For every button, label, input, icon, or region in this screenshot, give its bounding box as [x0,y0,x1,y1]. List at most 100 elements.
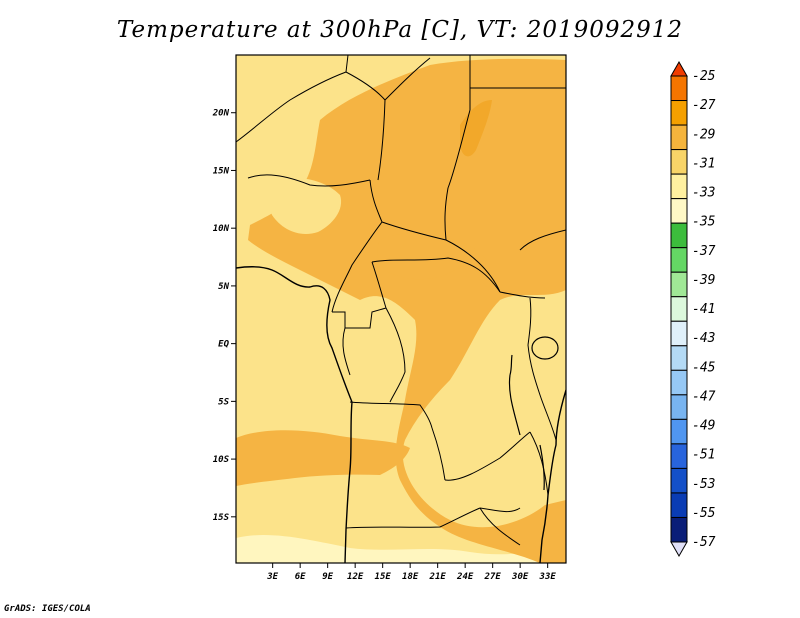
border-uganda-kenya [527,297,532,346]
legend-level-label: -29 [692,127,715,142]
legend-color-box [670,173,688,200]
lon-tick-label: 9E [322,572,333,582]
border-sahara-2 [345,71,386,101]
lat-tick-label: 10N [213,224,230,234]
legend-top-arrow [670,60,688,77]
border-tanzania [527,344,557,441]
lat-tick-label: 5S [218,397,229,407]
border-angola-namibia [345,507,481,529]
border-sahara-3 [384,57,431,101]
border-car-drc [371,257,501,293]
legend-color-box [670,222,688,249]
legend-level-label: -53 [692,477,715,492]
legend-color-box [670,418,688,445]
border-gabon [342,327,351,376]
legend-colorbar: -25 -27 -29 -31 -33 -35 -37 -39 -41 -43 -45 -47 -49 -… [670,60,716,558]
border-drc-west [385,307,406,403]
longitude-axis: 3E 6E 9E 12E 15E 18E 21E 24E 27E 30E 33E [266,563,556,582]
legend-level-label: -43 [692,331,715,346]
map-field [236,55,566,563]
warm-patch-east [460,100,492,157]
legend-level-label: -27 [692,98,716,113]
lat-tick-label: 5N [218,282,229,292]
lake-kivu [509,354,513,376]
lon-tick-label: 3E [266,572,278,582]
coastline [236,265,566,563]
lat-tick-label: EQ [218,340,229,350]
legend-color-box [670,345,688,371]
cold-band-south [236,535,566,563]
lake-tanganyika [508,374,521,436]
legend-level-label: -47 [692,389,716,404]
legend-color-box [670,296,688,322]
border-zambia-south [479,507,521,513]
warm-blob-central [377,233,488,280]
coast-southwest [344,401,353,563]
lon-tick-label: 24E [456,572,474,582]
legend-color-box [670,100,688,126]
border-niger-nigeria [247,174,371,187]
border-cameroon-east [371,261,387,309]
lake-victoria [531,336,559,360]
border-congo [332,307,387,329]
legend-level-label: -41 [692,302,715,317]
legend-color-box [670,516,688,543]
border-mozambique [529,431,549,496]
cooler-patch-west [269,178,342,235]
legend-level-label: -55 [692,506,716,521]
lat-tick-label: 15N [213,166,230,176]
coast-gulf-of-guinea [236,265,353,403]
legend-color-box [670,467,688,494]
legend-level-label: -33 [692,186,715,201]
legend-level-label: -51 [692,448,715,463]
latitude-axis: 20N 15N 10N 5N EQ 5S 10S 15S [212,109,236,523]
border-chad-sudan [444,109,471,241]
legend-color-box [670,124,688,151]
legend-color-box [670,271,688,298]
legend-level-label: -39 [692,273,715,288]
map-title: Temperature at 300hPa [C], VT: 201909291… [116,17,684,43]
legend-color-box [670,247,688,273]
lon-tick-label: 30E [511,572,529,582]
lat-tick-label: 15S [213,513,230,523]
border-niger-chad [377,99,386,181]
map-frame [235,54,567,564]
legend-bottom-arrow [670,541,688,558]
legend-color-box [670,492,688,518]
border-nigeria-cameroon [331,179,383,313]
border-zambia [444,431,531,481]
legend-level-label: -37 [692,244,716,259]
lon-tick-label: 6E [295,572,306,582]
border-ethiopia [519,229,566,251]
legend-color-box [670,320,688,347]
legend-level-label: -49 [692,419,715,434]
border-chad-car [381,221,447,241]
border-sudan-southsudan [445,239,501,293]
legend-color-box [670,149,688,175]
lon-tick-label: 27E [484,572,502,582]
lake-malawi [539,444,545,491]
coast-east [539,389,566,563]
legend-level-label: -25 [692,69,716,84]
legend-color-box [670,75,688,102]
lon-tick-label: 21E [429,572,447,582]
country-borders [236,55,566,546]
border-sahara-1 [236,55,349,143]
legend-color-box [670,369,688,396]
border-angola-north [349,401,433,429]
lon-tick-label: 18E [402,572,419,582]
lat-tick-label: 20N [212,109,230,119]
lakes [508,336,559,491]
legend-level-label: -45 [692,360,716,375]
warm-band-southwest [236,430,410,486]
legend-color-box [670,443,688,469]
legend-level-label: -31 [692,156,715,171]
grads-credit: GrADS: IGES/COLA [4,604,91,614]
legend-level-label: -35 [692,215,716,230]
warm-region-north [248,58,566,563]
lon-tick-label: 12E [347,572,364,582]
lon-tick-label: 15E [375,572,392,582]
